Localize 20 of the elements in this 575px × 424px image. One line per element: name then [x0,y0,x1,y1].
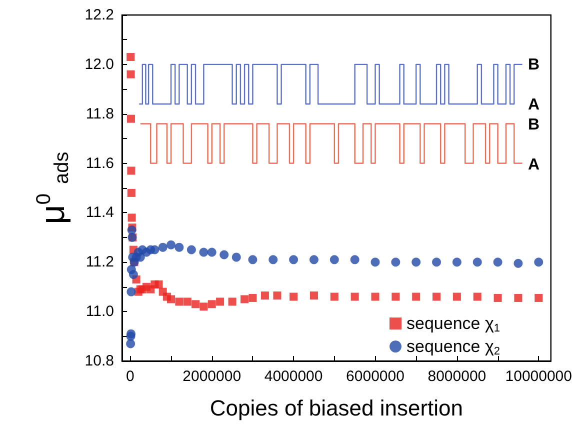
x-tick-label: 10000000 [505,368,572,385]
y-tick-label: 10.8 [84,352,114,370]
x-tick-label: 6000000 [346,368,404,385]
y-tick-label: 11.6 [86,154,114,172]
y-tick-label: 12.2 [84,6,114,24]
y-tick-label: 11.4 [86,204,114,222]
annotation: B [528,56,540,74]
y-tick-label: 12.0 [84,56,114,73]
y-tick-label: 11.8 [86,105,114,122]
x-tick-label: 4000000 [264,368,323,385]
x-tick-label: 8000000 [428,368,486,385]
y-axis-title: μ0ads [33,152,73,224]
x-tick-label: 0 [126,368,134,385]
x-axis-title: Copies of biased insertion [210,396,464,420]
annotation: A [528,156,540,174]
y-tick-label: 11.2 [86,254,114,271]
x-tick-label: 2000000 [182,368,242,385]
y-tick-label: 11.0 [86,303,114,320]
annotation: A [528,96,540,114]
annotation: B [528,116,540,134]
